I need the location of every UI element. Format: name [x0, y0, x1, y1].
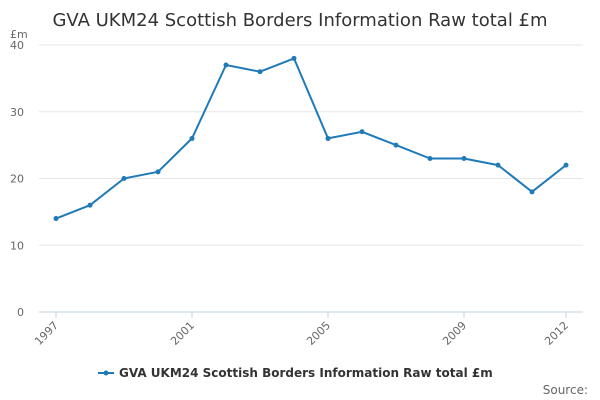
source-label[interactable]: Source: [543, 383, 588, 397]
x-tick-label: 1997 [32, 319, 61, 348]
gridlines [39, 44, 583, 246]
data-point[interactable] [529, 189, 535, 195]
x-tick-label: 2012 [542, 319, 571, 348]
data-point[interactable] [87, 202, 93, 208]
y-tick-label: 0 [17, 306, 24, 319]
y-axis-ticks: 0 10 20 30 40 [10, 39, 24, 319]
y-tick-label: 10 [10, 239, 24, 252]
y-tick-label: 30 [10, 106, 24, 119]
y-axis-label: £m [10, 28, 28, 41]
data-point[interactable] [495, 162, 501, 168]
data-point[interactable] [257, 69, 263, 75]
legend-label: GVA UKM24 Scottish Borders Information R… [119, 366, 493, 380]
x-tick-label: 2005 [304, 319, 333, 348]
data-point[interactable] [359, 129, 365, 135]
data-point[interactable] [563, 162, 569, 168]
data-point[interactable] [121, 176, 127, 181]
data-point[interactable] [393, 142, 399, 148]
data-point[interactable] [189, 135, 195, 141]
x-tick-label: 2009 [440, 319, 469, 348]
legend-dot-marker [103, 370, 109, 376]
y-tick-label: 40 [10, 39, 24, 52]
data-point[interactable] [223, 62, 229, 68]
y-tick-label: 20 [10, 173, 24, 186]
legend[interactable]: GVA UKM24 Scottish Borders Information R… [98, 366, 493, 380]
x-tick-label: 2001 [168, 319, 197, 348]
chart-title: GVA UKM24 Scottish Borders Information R… [52, 10, 547, 31]
x-axis-ticks: 1997 2001 2005 2009 2012 [32, 311, 583, 348]
data-point[interactable] [461, 155, 467, 161]
data-point[interactable] [427, 155, 433, 161]
data-point[interactable] [291, 55, 297, 61]
data-point[interactable] [53, 216, 59, 222]
series-line[interactable] [55, 57, 567, 220]
data-point[interactable] [325, 135, 331, 141]
data-point[interactable] [155, 169, 161, 175]
series-layer [53, 55, 569, 222]
